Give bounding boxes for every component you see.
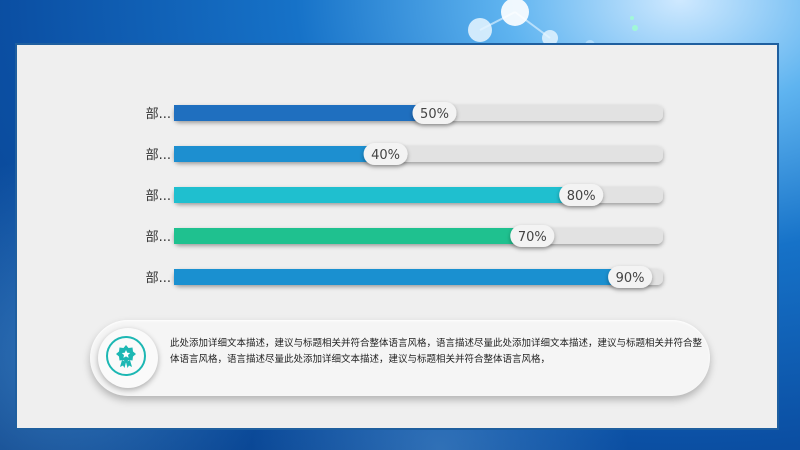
value-label: 50%	[420, 107, 449, 122]
category-label: 部...	[146, 107, 171, 122]
bar	[174, 228, 517, 244]
category-label: 部...	[146, 230, 171, 245]
bar	[174, 269, 615, 285]
bar	[174, 146, 370, 162]
value-pill	[363, 143, 408, 165]
badge	[98, 328, 158, 388]
award-icon	[106, 336, 146, 376]
value-label: 80%	[567, 189, 596, 204]
bar	[174, 187, 566, 203]
value-label: 70%	[518, 230, 547, 245]
value-pill	[510, 225, 555, 247]
category-label: 部...	[146, 148, 171, 163]
note-text: 此处添加详细文本描述，建议与标题相关并符合整体语言风格，语言描述尽量此处添加详细…	[170, 338, 703, 365]
value-pill	[559, 184, 604, 206]
note-box: 此处添加详细文本描述，建议与标题相关并符合整体语言风格，语言描述尽量此处添加详细…	[90, 320, 710, 396]
category-label: 部...	[146, 271, 171, 286]
category-label: 部...	[146, 189, 171, 204]
value-pill	[412, 102, 457, 124]
value-pill	[608, 266, 653, 288]
value-label: 40%	[371, 148, 400, 163]
value-label: 90%	[616, 271, 645, 286]
bar	[174, 105, 419, 121]
